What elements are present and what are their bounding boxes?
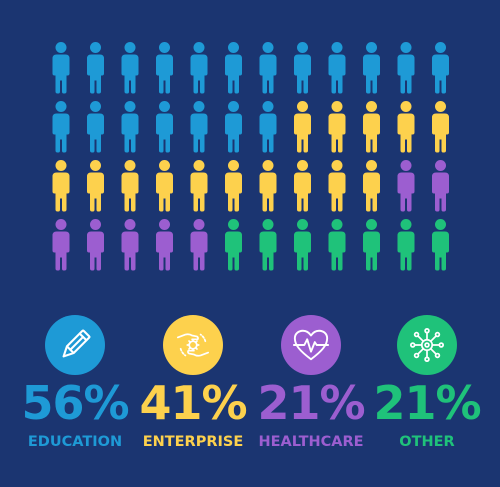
stat-value-other: 21% — [373, 376, 481, 430]
stat-value-enterprise: 41% — [139, 376, 247, 430]
person-icon-enterprise — [259, 160, 277, 212]
person-icon-other — [225, 219, 242, 271]
person-icon-healthcare — [190, 219, 208, 271]
person-icon-education — [294, 42, 311, 94]
heart-pulse-icon — [292, 329, 330, 361]
person-icon-healthcare — [52, 219, 70, 271]
person-icon-education — [190, 42, 208, 94]
person-icon-education — [87, 42, 104, 94]
person-icon-education — [52, 101, 70, 153]
person-icon-enterprise — [328, 160, 346, 212]
person-icon-healthcare — [432, 160, 449, 212]
stat-label-enterprise: ENTERPRISE — [142, 434, 244, 450]
person-icon-enterprise — [121, 160, 139, 212]
person-icon-other — [432, 219, 449, 271]
person-icon-other — [397, 219, 415, 271]
person-icon-enterprise — [328, 101, 346, 153]
stat-label-other: OTHER — [399, 434, 455, 450]
person-icon-education — [432, 42, 449, 94]
person-icon-education — [121, 42, 139, 94]
person-icon-enterprise — [363, 160, 380, 212]
person-icon-education — [397, 42, 415, 94]
person-icon-other — [259, 219, 277, 271]
person-icon-enterprise — [52, 160, 70, 212]
icon-circle-healthcare — [281, 315, 341, 375]
person-icon-education — [190, 101, 208, 153]
icon-circle-enterprise — [163, 315, 223, 375]
person-icon-healthcare — [397, 160, 415, 212]
person-icon-education — [225, 42, 242, 94]
person-icon-enterprise — [397, 101, 415, 153]
stat-education: 56% EDUCATION — [15, 315, 135, 455]
stat-healthcare: 21% HEALTHCARE — [251, 315, 371, 455]
person-icon-education — [121, 101, 139, 153]
network-node-icon — [409, 327, 445, 363]
person-icon-enterprise — [156, 160, 173, 212]
people-pictograph — [52, 42, 449, 271]
person-icon-enterprise — [363, 101, 380, 153]
person-icon-other — [363, 219, 380, 271]
stat-value-education: 56% — [21, 376, 129, 430]
icon-circle-other — [397, 315, 457, 375]
person-icon-education — [225, 101, 242, 153]
stat-label-education: EDUCATION — [27, 434, 123, 450]
person-icon-enterprise — [294, 160, 311, 212]
stat-label-healthcare: HEALTHCARE — [258, 434, 364, 450]
person-icon-enterprise — [87, 160, 104, 212]
person-icon-enterprise — [190, 160, 208, 212]
hand-gear-icon — [176, 333, 210, 357]
person-icon-enterprise — [432, 101, 449, 153]
stat-other: 21% OTHER — [367, 315, 487, 455]
person-icon-healthcare — [121, 219, 139, 271]
person-icon-other — [294, 219, 311, 271]
person-icon-education — [363, 42, 380, 94]
person-icon-education — [328, 42, 346, 94]
pencil-icon — [62, 329, 91, 358]
stat-value-healthcare: 21% — [257, 376, 365, 430]
person-icon-enterprise — [294, 101, 311, 153]
person-icon-education — [259, 101, 277, 153]
person-icon-enterprise — [225, 160, 242, 212]
person-icon-education — [52, 42, 70, 94]
person-icon-healthcare — [156, 219, 173, 271]
person-icon-other — [328, 219, 346, 271]
stat-enterprise: 41% ENTERPRISE — [133, 315, 253, 455]
person-icon-healthcare — [87, 219, 104, 271]
person-icon-education — [87, 101, 104, 153]
person-icon-education — [156, 42, 173, 94]
person-icon-education — [156, 101, 173, 153]
icon-circle-education — [45, 315, 105, 375]
person-icon-education — [259, 42, 277, 94]
